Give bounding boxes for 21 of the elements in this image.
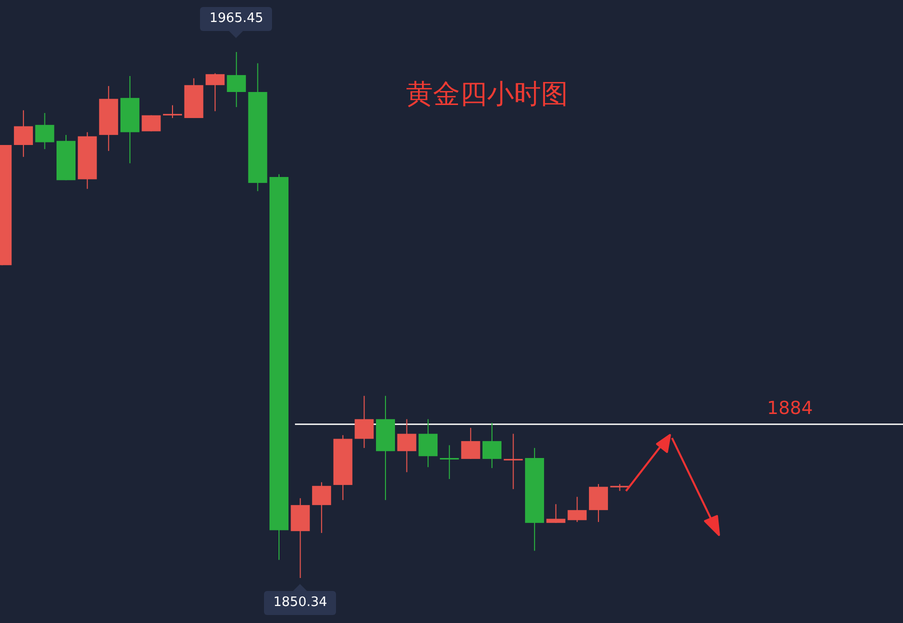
candlestick: [546, 504, 566, 524]
candlestick: [312, 482, 332, 534]
candlestick: [206, 72, 225, 112]
candlestick: [397, 418, 416, 473]
candlestick: [354, 395, 374, 448]
candlestick: [35, 112, 54, 150]
candlestick: [14, 110, 33, 158]
candlestick: [461, 427, 480, 460]
ref-line-label: 1884: [767, 398, 813, 420]
candlestick: [588, 484, 608, 522]
candlestick: [226, 52, 246, 108]
candlestick: [504, 433, 523, 490]
candlestick: [418, 418, 438, 468]
candlestick: [440, 444, 459, 480]
candlestick: [142, 114, 161, 132]
text: 黄金四小时图: [406, 78, 568, 112]
candlestick: [568, 496, 587, 522]
candlestick: [163, 104, 182, 119]
candlestick: [482, 422, 502, 469]
annotation: 1850.34: [264, 591, 336, 615]
annotation: 1965.45: [200, 7, 272, 31]
